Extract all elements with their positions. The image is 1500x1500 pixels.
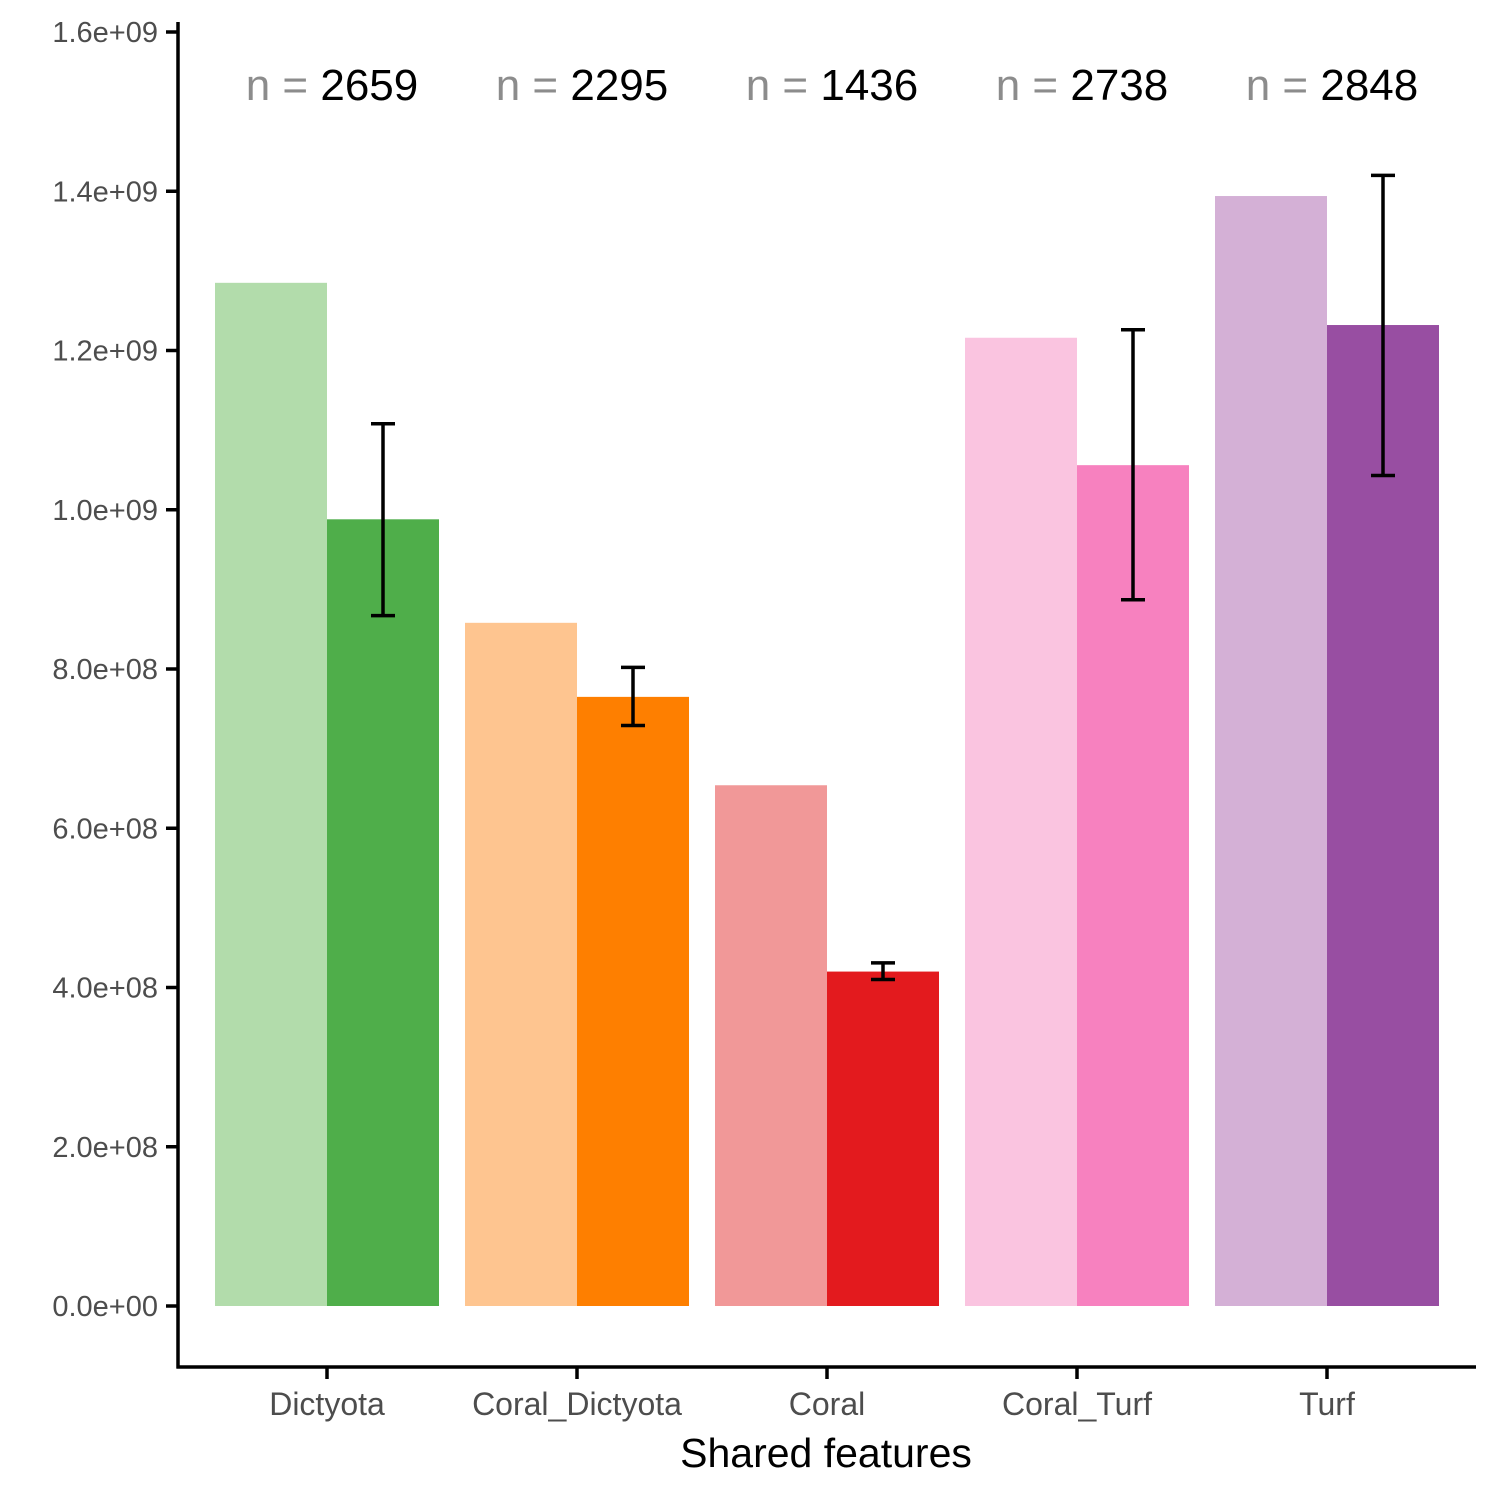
- n-label-coral: n = 1436: [746, 61, 919, 110]
- error-bar-dictyota: [371, 422, 395, 618]
- y-tick-label: 1.6e+09: [52, 17, 158, 49]
- bar-dark-coral: [827, 971, 939, 1306]
- y-tick-label: 4.0e+08: [52, 973, 158, 1005]
- y-tick-label: 1.2e+09: [52, 336, 158, 368]
- x-tick-label: Coral_Turf: [1002, 1386, 1152, 1422]
- bar-dark-coral_dictyota: [577, 696, 689, 1306]
- n-label-coral_turf: n = 2738: [996, 61, 1169, 110]
- y-axis: 0.0e+00 2.0e+08 4.0e+08 6.0e+08 8.0e+08 1.0e+…: [52, 17, 180, 1369]
- y-tick-label: 2.0e+08: [52, 1132, 158, 1164]
- error-bar-coral: [871, 961, 895, 982]
- n-prefix: n =: [1246, 61, 1321, 110]
- error-bar-coral_turf: [1121, 328, 1145, 602]
- bar-light-coral: [715, 785, 827, 1306]
- y-tick-label: 1.0e+09: [52, 495, 158, 527]
- error-bars-layer: [371, 173, 1395, 982]
- n-label-turf: n = 2848: [1246, 61, 1419, 110]
- x-axis: Dictyota Coral_Dictyota Coral Coral_Turf Tur…: [176, 1365, 1476, 1422]
- bar-light-coral_turf: [965, 337, 1077, 1306]
- error-bar-coral_dictyota: [621, 665, 645, 728]
- n-label-dictyota: n = 2659: [246, 61, 419, 110]
- error-bar-turf: [1371, 173, 1395, 478]
- y-tick-label: 0.0e+00: [52, 1291, 158, 1323]
- bar-light-coral_dictyota: [465, 622, 577, 1306]
- n-annotations-layer: n = 2659 n = 2295 n = 1436 n = 2738 n = 2848: [246, 61, 1419, 110]
- bar-dark-dictyota: [327, 519, 439, 1306]
- bar-dark-coral_turf: [1077, 465, 1189, 1306]
- x-tick-label: Dictyota: [269, 1386, 385, 1422]
- n-prefix: n =: [746, 61, 821, 110]
- n-prefix: n =: [496, 61, 571, 110]
- n-value: 2738: [1070, 61, 1168, 110]
- bar-dark-turf: [1327, 325, 1439, 1306]
- n-value: 1436: [820, 61, 918, 110]
- n-label-coral_dictyota: n = 2295: [496, 61, 669, 110]
- y-tick-label: 8.0e+08: [52, 654, 158, 686]
- bar-light-turf: [1215, 196, 1327, 1307]
- n-value: 2295: [570, 61, 668, 110]
- x-tick-label: Turf: [1299, 1386, 1355, 1422]
- x-axis-title: Shared features: [680, 1430, 972, 1476]
- bar-light-dictyota: [215, 282, 327, 1307]
- n-value: 2659: [320, 61, 418, 110]
- y-tick-label: 1.4e+09: [52, 176, 158, 208]
- n-prefix: n =: [996, 61, 1071, 110]
- bars-layer: [215, 196, 1439, 1307]
- n-value: 2848: [1320, 61, 1418, 110]
- x-tick-label: Coral_Dictyota: [472, 1386, 682, 1422]
- n-prefix: n =: [246, 61, 321, 110]
- y-tick-label: 6.0e+08: [52, 813, 158, 845]
- x-tick-label: Coral: [789, 1386, 865, 1422]
